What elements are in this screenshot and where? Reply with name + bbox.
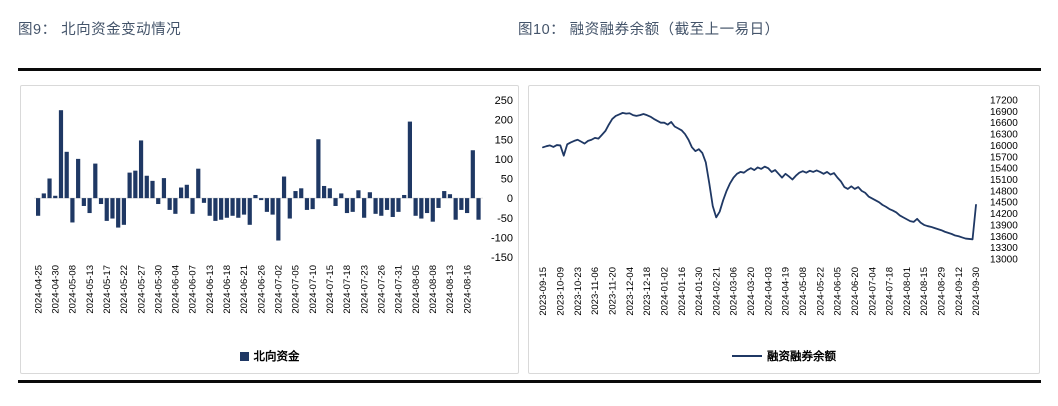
svg-text:2024-03-06: 2024-03-06 [729,267,740,316]
svg-text:200: 200 [495,115,513,127]
svg-text:-150: -150 [491,252,513,264]
svg-text:2024-06-26: 2024-06-26 [256,265,267,314]
margin-balance-chart-panel: 17200 16900 16600 16300 16000 15700 15400 15100… [528,85,1040,374]
svg-text:16300: 16300 [990,130,1018,141]
bar-chart-legend: 北向资金 [21,347,518,365]
line-legend-label: 融资融券余额 [767,351,836,363]
svg-text:2024-08-05: 2024-08-05 [411,265,422,314]
svg-text:13600: 13600 [990,232,1018,243]
svg-text:2024-04-25: 2024-04-25 [33,265,44,314]
svg-text:2024-05-17: 2024-05-17 [102,265,113,314]
svg-text:2024-07-05: 2024-07-05 [291,265,302,314]
svg-text:2024-05-27: 2024-05-27 [136,265,147,314]
svg-text:2023-11-06: 2023-11-06 [590,267,601,315]
figure9-title: 图9： 北向资金变动情况 [18,22,182,38]
bar-legend-label: 北向资金 [253,351,300,363]
svg-text:2024-06-07: 2024-06-07 [188,265,199,314]
svg-text:16900: 16900 [990,107,1018,118]
svg-text:2024-06-04: 2024-06-04 [171,265,182,314]
svg-text:2024-05-13: 2024-05-13 [85,265,96,314]
svg-text:2024-03-20: 2024-03-20 [746,267,757,316]
svg-text:2023-11-20: 2023-11-20 [608,267,619,315]
bottom-divider [18,380,1041,383]
svg-text:-100: -100 [491,232,513,244]
svg-text:50: 50 [501,174,513,186]
svg-text:2024-06-18: 2024-06-18 [222,265,233,314]
svg-text:13900: 13900 [990,220,1018,231]
svg-text:2024-08-29: 2024-08-29 [937,267,948,316]
svg-text:2024-07-23: 2024-07-23 [359,265,370,314]
svg-text:16600: 16600 [990,118,1018,129]
northbound-capital-bar-chart: 250 200 150 100 50 0 -50 -100 -150 2024-04-25 2024… [33,95,513,314]
svg-text:0: 0 [507,193,513,205]
svg-text:2024-08-15: 2024-08-15 [919,267,930,316]
svg-text:2024-08-13: 2024-08-13 [445,265,456,314]
legend-square-marker [239,351,249,361]
svg-text:15100: 15100 [990,175,1018,186]
svg-text:2024-07-18: 2024-07-18 [342,265,353,314]
svg-text:2024-01-16: 2024-01-16 [677,267,688,316]
svg-text:2024-07-10: 2024-07-10 [308,265,319,314]
svg-text:2024-06-05: 2024-06-05 [833,267,844,316]
svg-text:2024-05-08: 2024-05-08 [68,265,79,314]
svg-text:100: 100 [495,154,513,166]
svg-text:2024-04-03: 2024-04-03 [763,267,774,316]
svg-text:2024-04-30: 2024-04-30 [51,265,62,314]
svg-text:13300: 13300 [990,243,1018,254]
svg-text:14200: 14200 [990,209,1018,220]
svg-text:2024-08-08: 2024-08-08 [428,265,439,314]
svg-text:2023-10-09: 2023-10-09 [556,267,567,316]
line-chart-legend: 融资融券余额 [529,347,1039,365]
svg-text:2024-01-30: 2024-01-30 [694,267,705,316]
svg-text:2024-06-21: 2024-06-21 [239,265,250,314]
northbound-capital-chart-panel: 250 200 150 100 50 0 -50 -100 -150 2024-04-25 2024… [20,85,519,374]
svg-text:2024-05-22: 2024-05-22 [815,267,826,316]
svg-text:2024-06-20: 2024-06-20 [850,267,861,316]
svg-text:13000: 13000 [990,255,1018,266]
svg-text:-50: -50 [497,213,513,225]
svg-text:2024-07-02: 2024-07-02 [274,265,285,314]
svg-text:2024-08-01: 2024-08-01 [902,267,913,316]
svg-text:2023-12-04: 2023-12-04 [625,267,636,316]
svg-text:2024-02-21: 2024-02-21 [711,267,722,316]
svg-text:2024-07-04: 2024-07-04 [867,267,878,316]
svg-text:2024-09-12: 2024-09-12 [954,267,965,316]
svg-text:2024-05-22: 2024-05-22 [119,265,130,314]
svg-text:2023-09-15: 2023-09-15 [538,267,549,316]
svg-text:2024-09-30: 2024-09-30 [971,267,982,316]
svg-text:150: 150 [495,134,513,146]
svg-text:2024-08-16: 2024-08-16 [462,265,473,314]
svg-text:17200: 17200 [990,96,1018,107]
svg-text:250: 250 [495,95,513,107]
figure10-title: 图10： 融资融券余额（截至上一易日） [518,22,780,38]
svg-text:2024-01-02: 2024-01-02 [659,267,670,316]
svg-text:2024-06-13: 2024-06-13 [205,265,216,314]
svg-text:14800: 14800 [990,186,1018,197]
svg-text:15700: 15700 [990,152,1018,163]
svg-text:2024-07-31: 2024-07-31 [394,265,405,314]
svg-text:2023-10-23: 2023-10-23 [573,267,584,316]
svg-text:2024-07-26: 2024-07-26 [377,265,388,314]
svg-text:15400: 15400 [990,164,1018,175]
svg-text:2024-05-08: 2024-05-08 [798,267,809,316]
svg-text:2024-07-15: 2024-07-15 [325,265,336,314]
legend-line-marker [732,354,762,358]
svg-text:2024-07-18: 2024-07-18 [885,267,896,316]
svg-text:2023-12-18: 2023-12-18 [642,267,653,316]
svg-text:2024-04-19: 2024-04-19 [781,267,792,316]
svg-text:14500: 14500 [990,198,1018,209]
margin-balance-line-chart: 1720016900166001630016000157001540015100… [538,96,1018,316]
svg-text:16000: 16000 [990,141,1018,152]
svg-text:2024-05-30: 2024-05-30 [153,265,164,314]
top-divider [18,68,1041,71]
